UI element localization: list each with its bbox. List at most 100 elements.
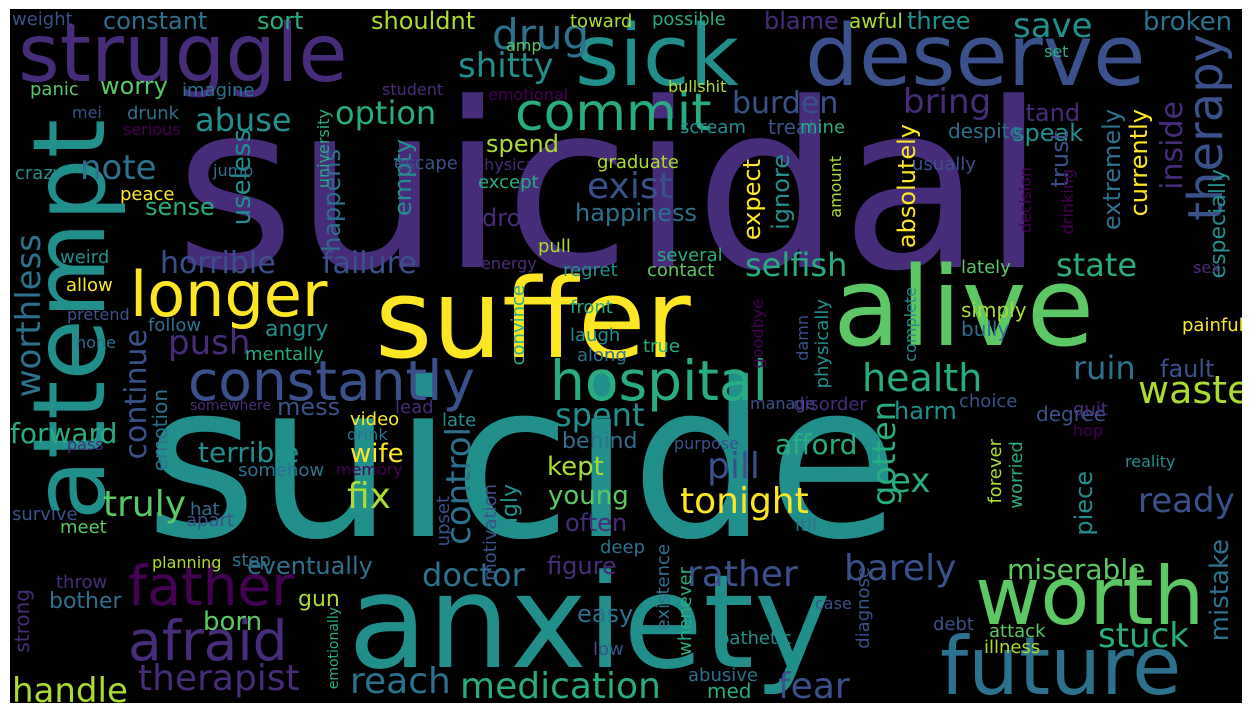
- word-follow: follow: [148, 315, 202, 336]
- word-regret: regret: [563, 260, 618, 281]
- word-step: step: [232, 550, 271, 571]
- word-sense: sense: [145, 193, 215, 221]
- word-imagine: imagine: [182, 80, 255, 101]
- word-decision: decision: [1016, 167, 1035, 233]
- word-several: several: [657, 245, 723, 266]
- word-harm: harm: [894, 397, 957, 425]
- word-constant: constant: [103, 9, 208, 35]
- word-currently: currently: [1125, 109, 1153, 217]
- word-exist: exist: [587, 166, 673, 207]
- word-suffer: suffer: [375, 255, 691, 383]
- word-case: case: [815, 594, 852, 613]
- word-peace: peace: [120, 184, 175, 205]
- word-drug: drug: [492, 10, 590, 59]
- word-selfish: selfish: [745, 246, 848, 284]
- word-despite: despite: [948, 119, 1022, 143]
- word-purpose: purpose: [674, 434, 739, 453]
- word-choice: choice: [959, 391, 1018, 412]
- word-often: often: [565, 509, 628, 537]
- word-emotion: emotion: [148, 389, 172, 472]
- word-wife: wife: [350, 439, 404, 469]
- word-meet: meet: [60, 517, 107, 538]
- word-hat: hat: [190, 499, 220, 520]
- word-speak: speak: [1012, 119, 1084, 147]
- word-emotional: emotional: [488, 85, 569, 104]
- word-ex: ex: [890, 461, 931, 501]
- word-apart: apart: [186, 510, 234, 531]
- word-pill: pill: [707, 446, 760, 487]
- word-mine: mine: [800, 117, 846, 138]
- word-planning: planning: [152, 553, 222, 572]
- word-goodbye: goodbye: [748, 299, 767, 369]
- word-lead: lead: [395, 397, 434, 418]
- word-attack: attack: [989, 621, 1046, 642]
- word-worry: worry: [100, 72, 168, 100]
- word-piece: piece: [1070, 471, 1098, 536]
- word-angry: angry: [265, 317, 329, 342]
- word-longer: longer: [130, 258, 328, 331]
- word-physically: physically: [812, 299, 833, 389]
- word-behind: behind: [562, 429, 638, 454]
- word-mentally: mentally: [245, 344, 324, 365]
- word-deserve: deserve: [805, 9, 1146, 106]
- word-father: father: [128, 554, 294, 618]
- word-bullshit: bullshit: [668, 77, 727, 96]
- word-upset: upset: [433, 496, 454, 547]
- word-commit: commit: [515, 83, 712, 143]
- word-awful: awful: [849, 9, 903, 33]
- word-degree: degree: [1036, 402, 1107, 426]
- word-bother: bother: [49, 589, 122, 614]
- word-spend: spend: [486, 130, 559, 158]
- word-burden: burden: [732, 86, 839, 121]
- word-memory: memory: [336, 460, 403, 479]
- word-easy: easy: [577, 600, 634, 628]
- word-born: born: [203, 607, 263, 637]
- word-gun: gun: [298, 587, 340, 612]
- word-survive: survive: [12, 504, 78, 525]
- word-panic: panic: [30, 79, 79, 100]
- word-student: student: [382, 80, 444, 99]
- word-damn: damn: [793, 315, 812, 361]
- word-drinking: drinking: [1058, 169, 1077, 235]
- word-spent: spent: [555, 396, 645, 434]
- word-suicide: suicide: [145, 336, 900, 587]
- word-extremely: extremely: [1098, 109, 1126, 231]
- word-inside: inside: [1155, 101, 1190, 190]
- word-except: except: [478, 172, 539, 193]
- word-late: late: [442, 410, 477, 431]
- word-constantly: constantly: [188, 349, 475, 413]
- word-true: true: [643, 336, 680, 357]
- word-scream: scream: [680, 117, 746, 138]
- word-set: set: [1044, 42, 1069, 61]
- word-strong: strong: [10, 589, 34, 653]
- word-kick: kick: [795, 465, 831, 486]
- word-ignore: ignore: [767, 154, 795, 230]
- word-usually: usually: [912, 154, 976, 175]
- word-somewhere: somewhere: [190, 398, 272, 414]
- word-absolutely: absolutely: [893, 124, 921, 249]
- word-mistake: mistake: [1205, 539, 1235, 642]
- word-worried: worried: [1006, 441, 1027, 509]
- word-video: video: [350, 409, 400, 430]
- word-expect: expect: [738, 159, 766, 241]
- word-therapist: therapist: [138, 658, 300, 699]
- word-rather: rather: [687, 554, 798, 595]
- word-illness: illness: [984, 637, 1041, 658]
- word-failure: failure: [322, 246, 417, 281]
- word-diagnose: diagnose: [853, 567, 874, 649]
- word-reach: reach: [350, 661, 451, 702]
- word-bring: bring: [903, 82, 992, 122]
- word-lately: lately: [961, 257, 1011, 278]
- word-mei: mei: [72, 103, 102, 122]
- word-laugh: laugh: [570, 325, 621, 346]
- word-waste: waste: [1138, 368, 1242, 412]
- word-sex: sex: [1193, 258, 1221, 277]
- word-amp: amp: [506, 36, 542, 55]
- word-drunk: drunk: [127, 103, 180, 124]
- word-worthless: worthless: [10, 234, 49, 398]
- word-ready: ready: [1138, 481, 1235, 521]
- word-itll: itll: [795, 515, 818, 536]
- word-debt: debt: [933, 614, 974, 635]
- word-broken: broken: [1143, 9, 1233, 37]
- word-drink: drink: [347, 425, 388, 444]
